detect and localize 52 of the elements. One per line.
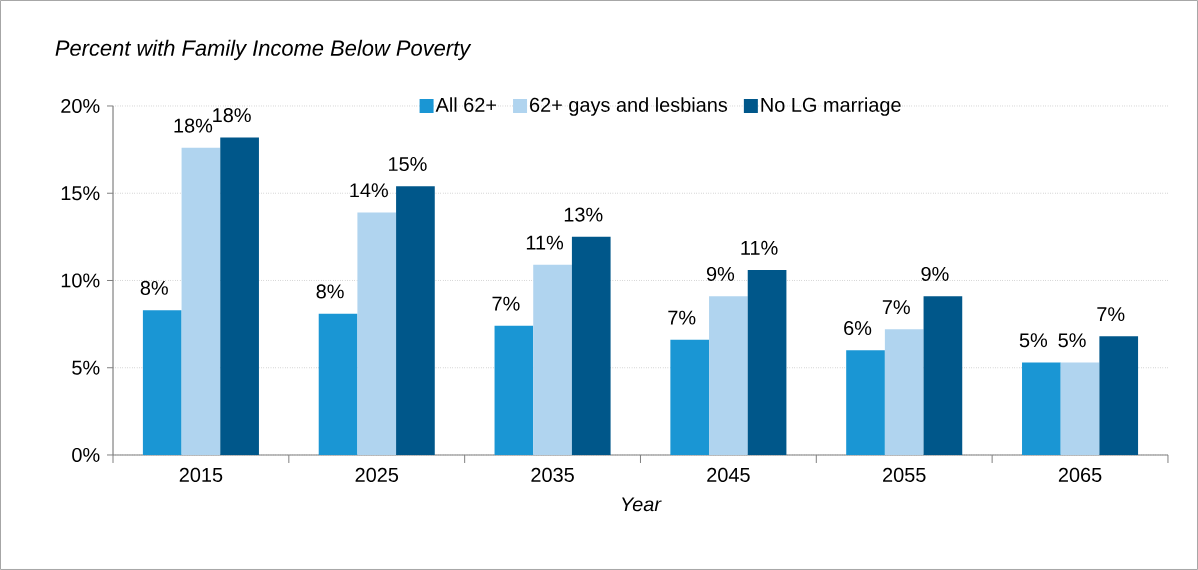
legend-label: 62+ gays and lesbians [530,97,728,116]
bar [318,313,358,455]
x-tick-label: 2055 [883,467,926,482]
x-tick-label: 2045 [707,467,750,482]
y-tick-label: 15% [61,186,100,201]
data-label: 5% [1019,333,1048,348]
data-label: 18% [174,118,213,133]
bar [670,339,710,455]
bar [357,212,397,455]
bar [181,147,221,455]
data-label: 15% [389,157,427,172]
bar [220,137,259,455]
data-label: 18% [213,108,251,123]
data-label: 7% [492,296,520,311]
data-label: 13% [564,207,603,222]
data-label: 8% [316,284,344,299]
bar [884,329,924,455]
x-tick-label: 2035 [531,467,574,482]
y-tick-label: 0% [72,447,100,463]
bar [747,270,787,455]
data-label: 9% [706,266,735,281]
bar [533,264,572,455]
bar [571,236,611,455]
legend-label: All 62+ [435,97,497,112]
bar [494,325,534,455]
x-axis-title: Year [622,497,662,512]
data-label: 11% [741,240,778,255]
bar [846,350,885,455]
data-label: 8% [140,280,168,295]
bar [1060,362,1100,455]
y-tick-label: 10% [61,273,100,288]
x-tick-label: 2065 [1058,467,1102,482]
y-tick-label: 5% [72,360,100,375]
data-label: 6% [844,320,872,336]
bar [709,296,748,455]
data-label: 14% [350,183,388,198]
data-label: 9% [921,266,949,281]
bar [142,310,182,455]
legend-label: No LG marriage [761,97,901,116]
bar [1022,362,1061,455]
data-label: 7% [668,310,696,325]
data-label: 5% [1058,333,1086,348]
data-label: 11% [526,235,564,250]
bar [923,296,963,455]
chart-title: Percent with Family Income Below Poverty [55,39,472,61]
y-tick-label: 20% [61,98,100,114]
bar [1099,336,1139,455]
bar [396,186,435,455]
data-label: 7% [1097,307,1125,322]
data-label: 7% [882,300,910,315]
x-tick-label: 2015 [179,467,223,482]
x-tick-label: 2025 [355,467,399,482]
